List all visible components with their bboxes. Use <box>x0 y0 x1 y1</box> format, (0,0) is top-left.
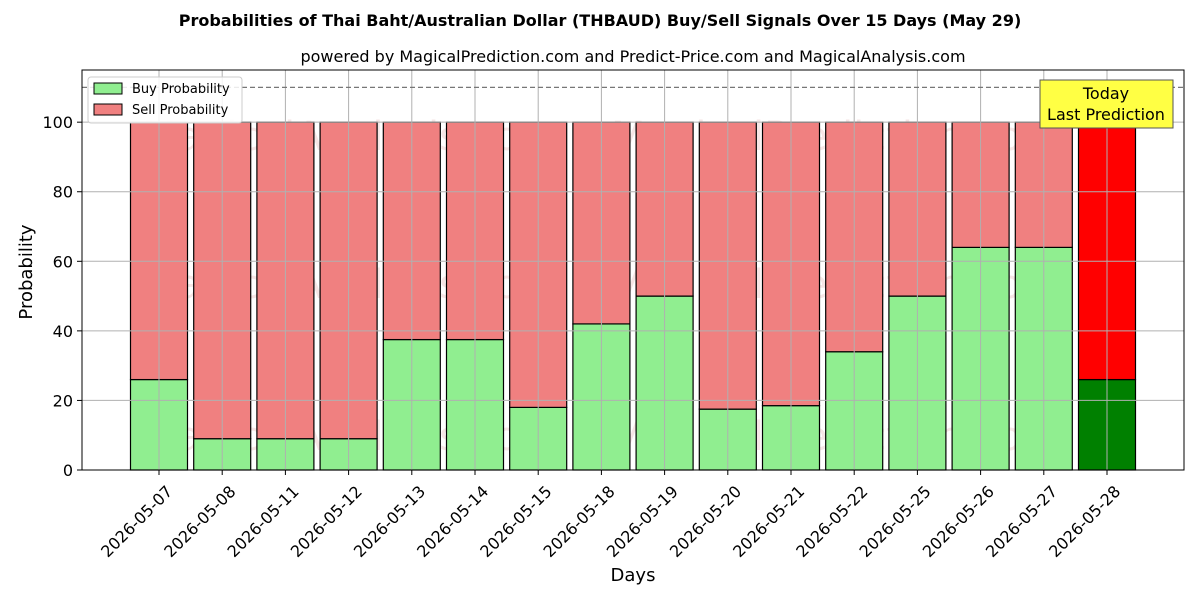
today-annotation: Today Last Prediction <box>1039 79 1174 129</box>
legend: Buy Probability Sell Probability <box>87 76 243 124</box>
grid-lines <box>82 70 1184 471</box>
annotation-box <box>1039 79 1174 129</box>
y-tick-label: 0 <box>63 461 73 480</box>
legend-label: Sell Probability <box>132 103 229 118</box>
legend-label: Buy Probability <box>132 82 230 97</box>
y-axis: 0 20 40 60 80 100 <box>42 113 82 480</box>
annotation-line2: Last Prediction <box>1047 105 1165 124</box>
legend-box <box>87 76 243 124</box>
y-axis-label: Probability <box>16 224 37 319</box>
annotation-line1: Today <box>1082 84 1129 103</box>
y-tick-label: 60 <box>53 252 73 271</box>
y-tick-label: 100 <box>42 113 73 132</box>
legend-swatch <box>93 103 123 116</box>
x-axis: 2026-05-072026-05-082026-05-112026-05-12… <box>97 470 1124 561</box>
plot-area <box>81 69 1185 471</box>
chart-subtitle: powered by MagicalPrediction.com and Pre… <box>300 47 965 66</box>
legend-swatch <box>93 82 123 95</box>
x-axis-label: Days <box>611 565 656 586</box>
y-tick-label: 40 <box>53 322 73 341</box>
y-tick-label: 20 <box>53 391 73 410</box>
y-tick-label: 80 <box>53 183 73 202</box>
chart-title: Probabilities of Thai Baht/Australian Do… <box>179 11 1022 30</box>
